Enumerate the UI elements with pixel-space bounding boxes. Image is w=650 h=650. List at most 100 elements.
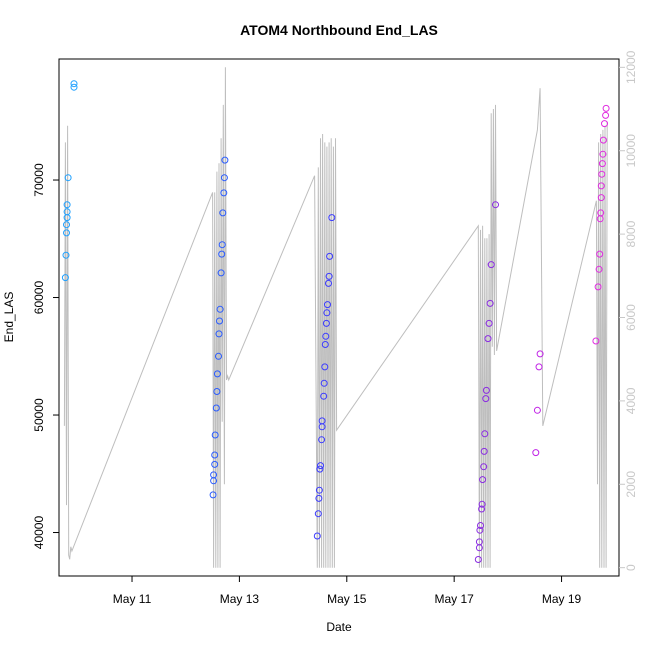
data-point bbox=[482, 395, 490, 403]
data-point bbox=[315, 494, 323, 502]
data-point bbox=[598, 170, 606, 178]
data-point bbox=[492, 201, 499, 209]
data-point bbox=[475, 538, 483, 546]
y2-tick-label: 6000 bbox=[624, 304, 638, 331]
data-point bbox=[601, 120, 608, 128]
y-axis-left: 40000 50000 60000 70000 bbox=[32, 163, 59, 549]
data-point bbox=[211, 451, 219, 459]
data-point bbox=[220, 174, 228, 182]
data-point bbox=[479, 476, 487, 484]
x-tick-label: May 19 bbox=[542, 592, 582, 606]
data-point bbox=[318, 417, 326, 425]
data-point bbox=[323, 309, 331, 317]
data-point bbox=[211, 431, 219, 439]
data-point bbox=[70, 83, 78, 91]
x-tick-label: May 11 bbox=[113, 592, 152, 606]
data-point bbox=[478, 500, 486, 508]
x-tick-label: May 17 bbox=[434, 592, 474, 606]
data-point bbox=[533, 406, 541, 414]
data-point bbox=[325, 279, 332, 287]
data-point bbox=[476, 526, 484, 534]
data-point bbox=[536, 350, 544, 358]
data-point bbox=[213, 388, 221, 395]
data-point bbox=[532, 449, 540, 457]
data-point bbox=[322, 332, 330, 340]
y-tick-label: 50000 bbox=[32, 398, 46, 432]
data-point bbox=[63, 229, 70, 237]
data-point bbox=[481, 430, 489, 438]
y2-tick-label: 12000 bbox=[624, 50, 638, 84]
data-point bbox=[212, 404, 220, 412]
data-point bbox=[482, 386, 490, 394]
data-point bbox=[592, 337, 600, 345]
data-point bbox=[215, 352, 222, 360]
chart-title: ATOM4 Northbound End_LAS bbox=[240, 22, 438, 38]
data-point bbox=[320, 379, 328, 387]
y2-tick-label: 8000 bbox=[624, 220, 638, 247]
data-point bbox=[324, 301, 331, 309]
y2-tick-label: 4000 bbox=[624, 387, 638, 414]
data-point bbox=[480, 447, 488, 455]
data-point bbox=[63, 208, 71, 216]
y-tick-label: 40000 bbox=[32, 516, 46, 550]
secondary-series-line bbox=[63, 67, 608, 568]
data-point bbox=[320, 392, 328, 400]
data-point bbox=[318, 436, 326, 444]
x-axis: May 11 May 13 May 15 May 17 May 19 bbox=[113, 576, 582, 606]
y2-tick-label: 0 bbox=[624, 564, 638, 571]
data-point bbox=[313, 532, 321, 540]
data-point bbox=[480, 463, 488, 471]
data-point bbox=[63, 221, 70, 229]
data-point bbox=[599, 136, 607, 144]
data-point bbox=[326, 252, 334, 260]
data-point bbox=[598, 160, 606, 168]
data-point bbox=[64, 174, 72, 182]
data-point bbox=[218, 241, 226, 249]
data-point bbox=[602, 104, 610, 112]
data-points bbox=[61, 80, 610, 563]
data-point bbox=[221, 156, 229, 164]
data-point bbox=[596, 250, 604, 258]
data-point bbox=[220, 189, 228, 197]
data-point bbox=[485, 319, 493, 327]
data-point bbox=[478, 505, 486, 513]
data-point bbox=[321, 341, 329, 348]
data-point bbox=[219, 209, 227, 217]
data-point bbox=[328, 214, 336, 222]
x-axis-label: Date bbox=[326, 620, 352, 634]
data-point bbox=[316, 465, 324, 473]
data-point bbox=[213, 370, 221, 378]
data-point bbox=[322, 319, 330, 327]
data-point bbox=[70, 80, 78, 88]
data-point bbox=[474, 556, 482, 563]
data-point bbox=[487, 261, 495, 269]
data-point bbox=[599, 150, 607, 158]
data-point bbox=[218, 250, 226, 258]
data-point bbox=[216, 317, 223, 325]
x-tick-label: May 13 bbox=[220, 592, 260, 606]
data-point bbox=[317, 462, 324, 470]
data-point bbox=[61, 274, 69, 282]
data-point bbox=[314, 510, 322, 518]
data-point bbox=[210, 471, 218, 479]
y-tick-label: 70000 bbox=[32, 163, 46, 197]
data-point bbox=[211, 460, 219, 468]
data-point bbox=[209, 491, 217, 499]
data-point bbox=[477, 522, 484, 529]
data-point bbox=[321, 363, 329, 371]
data-point bbox=[594, 283, 602, 291]
data-point bbox=[62, 251, 70, 259]
data-point bbox=[217, 269, 225, 277]
y-axis-right: 0 2000 4000 6000 8000 10000 12000 bbox=[619, 50, 638, 571]
y-tick-label: 60000 bbox=[32, 281, 46, 315]
data-point bbox=[597, 209, 605, 217]
plot-frame bbox=[58, 58, 620, 577]
data-point bbox=[215, 330, 223, 338]
data-point bbox=[325, 272, 333, 280]
data-point bbox=[216, 305, 224, 313]
data-point bbox=[602, 111, 610, 119]
y2-tick-label: 2000 bbox=[624, 471, 638, 498]
y-axis-label: End_LAS bbox=[2, 292, 16, 343]
data-point bbox=[484, 335, 492, 343]
